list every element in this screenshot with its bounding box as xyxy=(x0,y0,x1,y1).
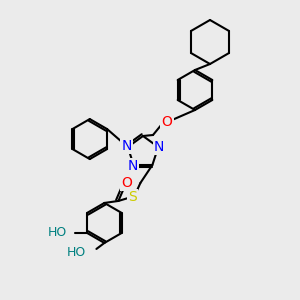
Text: S: S xyxy=(128,190,137,204)
Text: HO: HO xyxy=(67,246,86,260)
Text: N: N xyxy=(128,159,138,173)
Text: O: O xyxy=(162,115,172,129)
Text: O: O xyxy=(121,176,132,190)
Text: HO: HO xyxy=(48,226,67,239)
Text: N: N xyxy=(154,140,164,154)
Text: N: N xyxy=(122,139,132,153)
